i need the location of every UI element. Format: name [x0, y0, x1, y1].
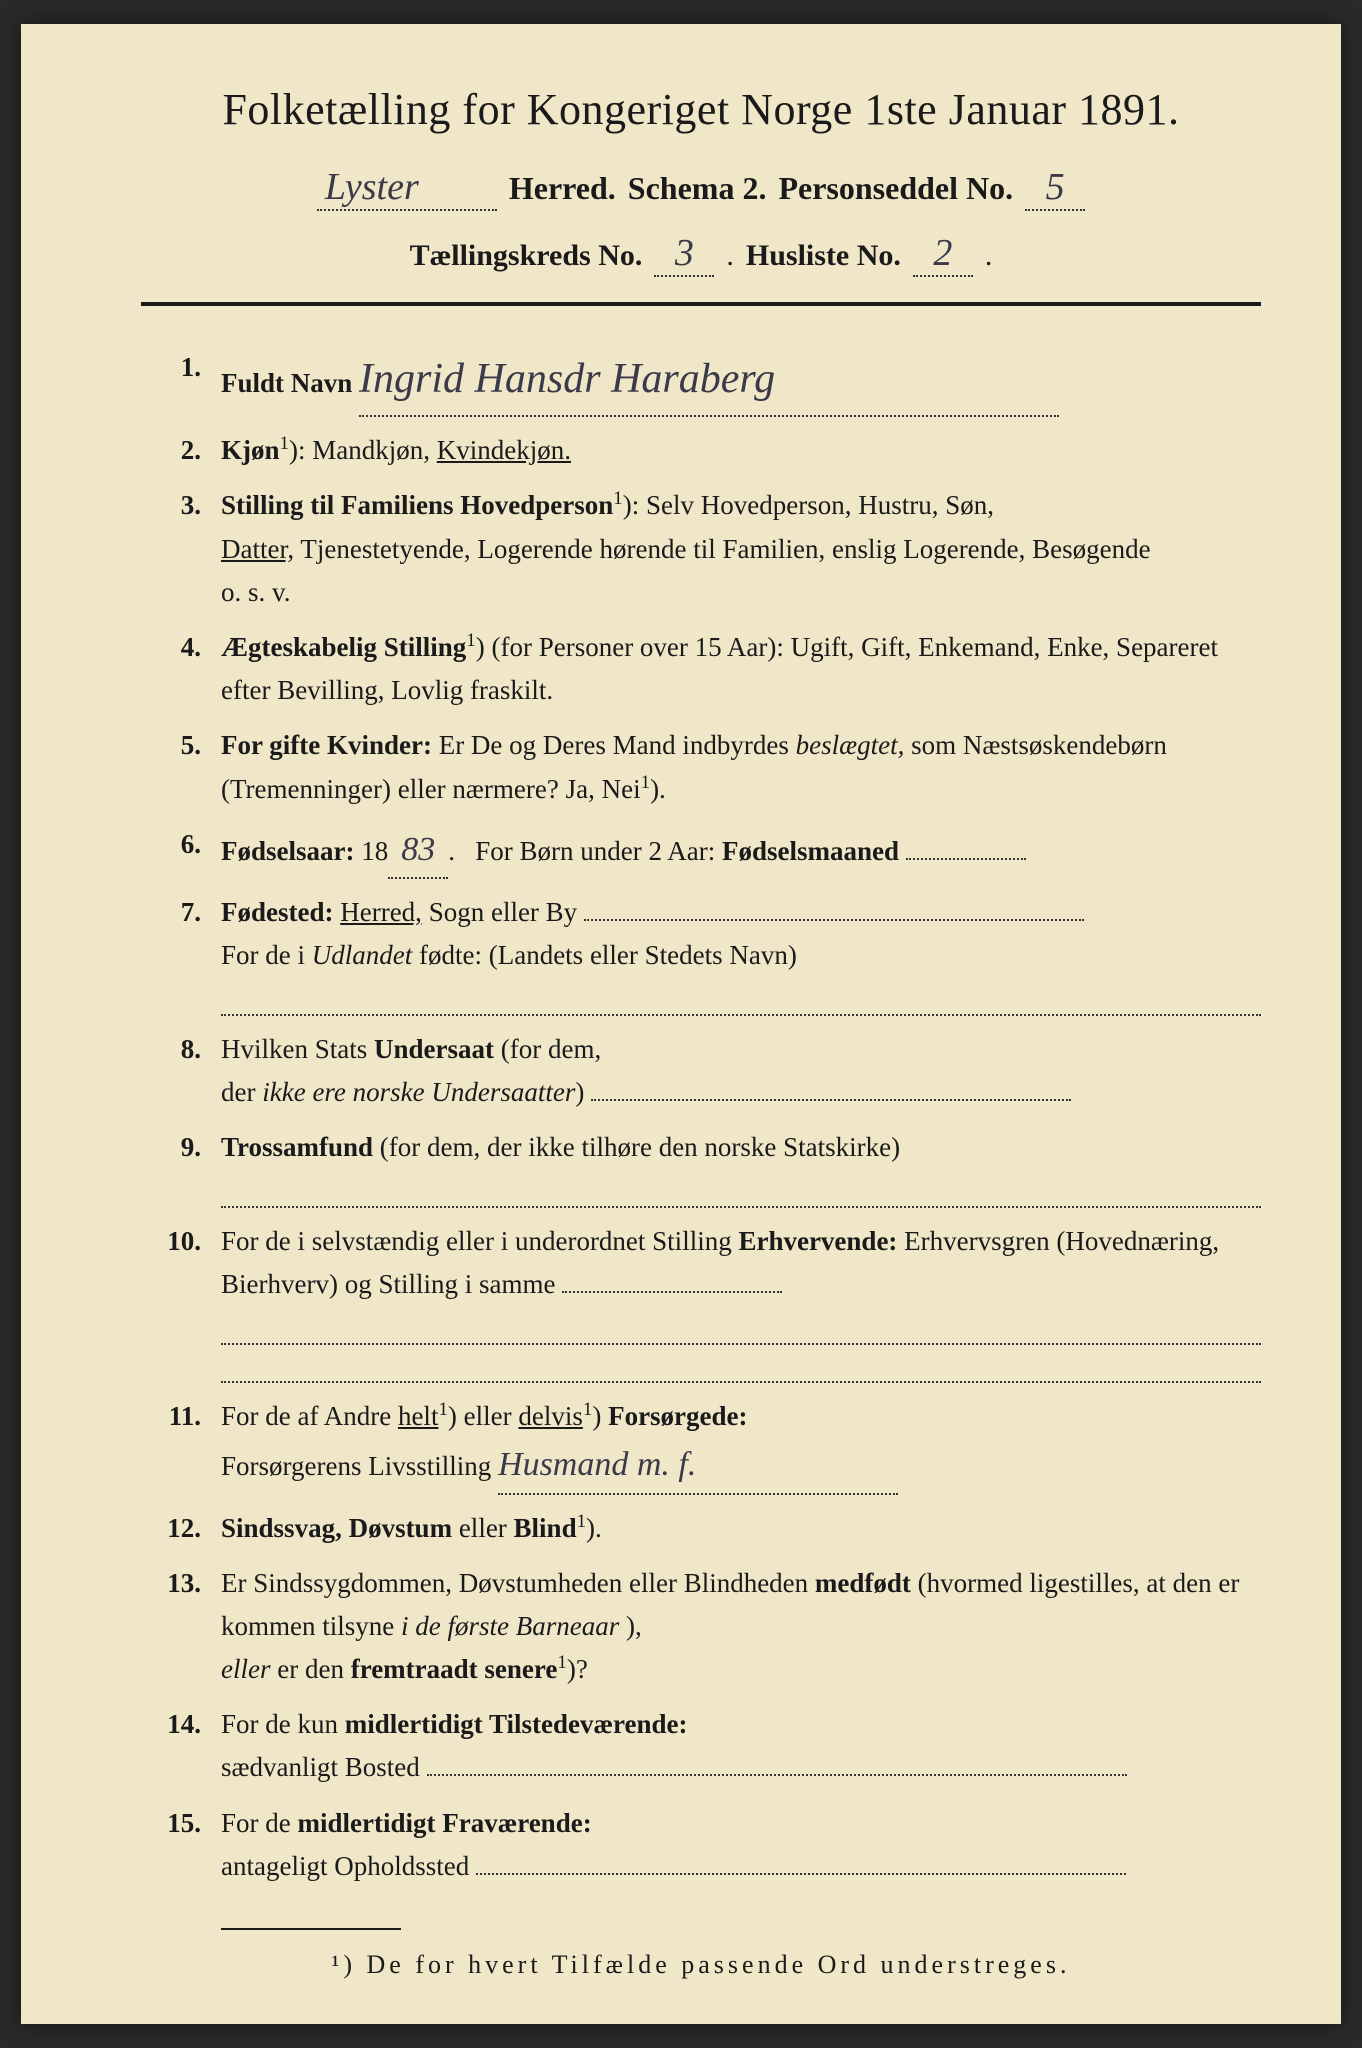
q7-label: Fødested: [221, 897, 333, 927]
q1-label: Fuldt Navn [221, 368, 352, 398]
taellingskreds-label: Tællingskreds No. [410, 239, 643, 273]
taellingskreds-value: 3 [654, 231, 714, 277]
row-2: 2. Kjøn1): Mandkjøn, Kvindekjøn. [161, 429, 1261, 472]
husliste-label: Husliste No. [746, 239, 901, 273]
q3-text3: o. s. v. [221, 577, 291, 607]
q3-label: Stilling til Familiens Hovedperson [221, 490, 613, 520]
q3-underlined: Datter, [221, 534, 294, 564]
q11-text2: eller [464, 1401, 519, 1431]
schema-label: Schema 2. [628, 170, 767, 207]
q6-value: 83 [388, 823, 448, 879]
q8-italic: ikke ere norske Undersaatter [262, 1077, 575, 1107]
q9-label: Trossamfund [221, 1132, 373, 1162]
q1-value: Ingrid Hansdr Haraberg [359, 346, 1059, 417]
q13-italic2: eller [221, 1654, 270, 1684]
q7-text3: fødte: (Landets eller Stedets Navn) [419, 940, 797, 970]
q15-label: midlertidigt Fraværende: [298, 1808, 592, 1838]
row-5: 5. For gifte Kvinder: Er De og Deres Man… [161, 724, 1261, 810]
q6-text2: For Børn under 2 Aar: [475, 836, 722, 866]
q2-text: Mandkjøn, [312, 435, 437, 465]
row-13: 13. Er Sindssygdommen, Døvstumheden elle… [161, 1562, 1261, 1692]
row-7: 7. Fødested: Herred, Sogn eller By For d… [161, 891, 1261, 1016]
q11-text1: For de af Andre [221, 1401, 398, 1431]
row-9: 9. Trossamfund (for dem, der ikke tilhør… [161, 1126, 1261, 1208]
q6-label2: Fødselsmaaned [722, 836, 899, 866]
form-list: 1. Fuldt Navn Ingrid Hansdr Haraberg 2. … [141, 346, 1261, 1888]
q5-label: For gifte Kvinder: [221, 730, 432, 760]
q2-underlined: Kvindekjøn. [437, 435, 571, 465]
q2-label: Kjøn [221, 435, 280, 465]
q10-text1: For de i selvstændig eller i underordnet… [221, 1226, 738, 1256]
q7-blank [584, 919, 1084, 921]
herred-label: Herred. [509, 170, 616, 207]
q9-blank [221, 1175, 1261, 1207]
q14-label: midlertidigt Tilstedeværende: [345, 1709, 688, 1739]
census-form-page: Folketælling for Kongeriget Norge 1ste J… [21, 24, 1341, 2024]
row-3: 3. Stilling til Familiens Hovedperson1):… [161, 484, 1261, 614]
q11-value: Husmand m. f. [498, 1438, 898, 1494]
q7-underlined: Herred, [340, 897, 422, 927]
q3-text1: Selv Hovedperson, Hustru, Søn, [646, 490, 994, 520]
footnote: ¹) De for hvert Tilfælde passende Ord un… [141, 1950, 1261, 1980]
q6-label: Fødselsaar: [221, 836, 354, 866]
q11-u2: delvis [518, 1401, 583, 1431]
q3-text2: Tjenestetyende, Logerende hørende til Fa… [300, 534, 1150, 564]
q12-label: Sindssvag, Døvstum [221, 1513, 452, 1543]
q15-text2: antageligt Opholdssted [221, 1851, 469, 1881]
q14-text1: For de kun [221, 1709, 345, 1739]
row-1: 1. Fuldt Navn Ingrid Hansdr Haraberg [161, 346, 1261, 417]
personseddel-value: 5 [1025, 165, 1085, 211]
row-8: 8. Hvilken Stats Undersaat (for dem, der… [161, 1028, 1261, 1114]
subtitle-row-1: Lyster Herred. Schema 2. Personseddel No… [141, 165, 1261, 211]
q11-text3: Forsørgerens Livsstilling [221, 1451, 491, 1481]
q14-blank [427, 1774, 1127, 1776]
husliste-value: 2 [913, 231, 973, 277]
personseddel-label: Personseddel No. [778, 170, 1013, 207]
q8-label: Undersaat [374, 1034, 494, 1064]
q13-text1: Er Sindssygdommen, Døvstumheden eller Bl… [221, 1568, 815, 1598]
q13-text3: ), [626, 1611, 642, 1641]
q10-blank2 [221, 1312, 1261, 1344]
row-11: 11. For de af Andre helt1) eller delvis1… [161, 1395, 1261, 1495]
q4-label: Ægteskabelig Stilling [221, 632, 466, 662]
q8-text3: der [221, 1077, 262, 1107]
q10-blank [562, 1291, 782, 1293]
q13-text4: er den [277, 1654, 350, 1684]
row-14: 14. For de kun midlertidigt Tilstedevære… [161, 1703, 1261, 1789]
footnote-rule [221, 1928, 401, 1930]
q11-label: Forsørgede: [608, 1401, 747, 1431]
q7-italic: Udlandet [312, 940, 413, 970]
row-4: 4. Ægteskabelig Stilling1) (for Personer… [161, 626, 1261, 712]
q8-blank [591, 1099, 1071, 1101]
q15-text1: For de [221, 1808, 298, 1838]
q5-italic: beslægtet, [796, 730, 905, 760]
row-10: 10. For de i selvstændig eller i underor… [161, 1220, 1261, 1383]
q14-text2: sædvanligt Bosted [221, 1752, 420, 1782]
q12-text: eller [459, 1513, 514, 1543]
row-6: 6. Fødselsaar: 1883. For Børn under 2 Aa… [161, 823, 1261, 879]
q11-u1: helt [398, 1401, 439, 1431]
q12-label2: Blind [514, 1513, 577, 1543]
q8-text2: (for dem, [501, 1034, 601, 1064]
q10-blank3 [221, 1351, 1261, 1383]
divider [141, 302, 1261, 306]
q13-italic: i de første Barneaar [401, 1611, 619, 1641]
q15-blank [476, 1873, 1126, 1875]
q7-blank2 [221, 983, 1261, 1015]
main-title: Folketælling for Kongeriget Norge 1ste J… [141, 84, 1261, 135]
q6-prefix: 18 [361, 836, 388, 866]
q7-text: Sogn eller By [429, 897, 578, 927]
herred-value: Lyster [317, 165, 497, 211]
subtitle-row-2: Tællingskreds No. 3 . Husliste No. 2 . [141, 231, 1261, 277]
q13-label: medfødt [815, 1568, 911, 1598]
q9-text: (for dem, der ikke tilhøre den norske St… [380, 1132, 900, 1162]
q10-label: Erhvervende: [738, 1226, 897, 1256]
q6-blank [906, 858, 1026, 860]
q13-label2: fremtraadt senere [351, 1654, 558, 1684]
row-15: 15. For de midlertidigt Fraværende: anta… [161, 1802, 1261, 1888]
q5-text: Er De og Deres Mand indbyrdes [439, 730, 796, 760]
q7-text2: For de i [221, 940, 312, 970]
q8-text1: Hvilken Stats [221, 1034, 374, 1064]
row-12: 12. Sindssvag, Døvstum eller Blind1). [161, 1507, 1261, 1550]
